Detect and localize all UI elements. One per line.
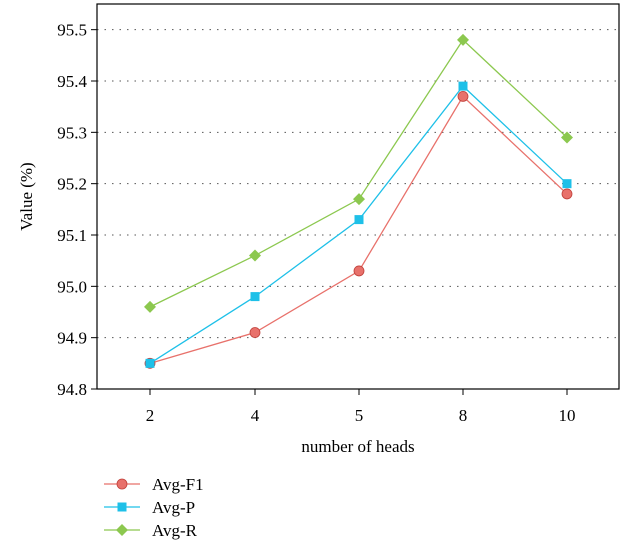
legend-label: Avg-P	[152, 498, 195, 517]
y-tick-label: 94.9	[57, 329, 87, 348]
y-tick-label: 95.3	[57, 123, 87, 142]
x-tick-label: 2	[146, 406, 155, 425]
legend-item: Avg-F1	[104, 475, 204, 494]
x-axis: 2 4 5 8 10	[146, 389, 576, 425]
data-point	[457, 91, 469, 102]
series-avg-r	[144, 33, 573, 313]
x-tick-label: 8	[459, 406, 468, 425]
legend-marker	[117, 502, 127, 512]
y-tick-label: 95.2	[57, 175, 87, 194]
series-avg-f1	[144, 91, 573, 369]
legend-label: Avg-F1	[152, 475, 204, 494]
series-layer	[144, 33, 573, 369]
series-line	[149, 85, 568, 364]
legend-item: Avg-P	[104, 498, 195, 517]
data-point	[562, 179, 572, 189]
data-point	[353, 265, 365, 277]
legend-item: Avg-R	[104, 521, 198, 540]
series-avg-p	[145, 81, 572, 368]
data-point	[353, 193, 365, 206]
y-tick-label: 95.1	[57, 226, 87, 245]
data-point	[458, 81, 468, 91]
x-tick-label: 5	[355, 406, 364, 425]
x-tick-label: 4	[251, 406, 260, 425]
data-point	[561, 131, 573, 144]
data-point	[249, 327, 261, 338]
data-point	[145, 358, 155, 368]
y-tick-label: 94.8	[57, 380, 87, 399]
y-tick-label: 95.0	[57, 277, 87, 296]
data-point	[249, 249, 261, 262]
x-tick-label: 10	[559, 406, 576, 425]
legend-marker	[116, 478, 128, 490]
y-axis-title: Value (%)	[17, 162, 36, 230]
y-tick-label: 95.4	[57, 72, 87, 91]
legend-label: Avg-R	[152, 521, 198, 540]
y-tick-label: 95.5	[57, 21, 87, 40]
data-point	[457, 33, 469, 46]
x-axis-title: number of heads	[301, 437, 414, 456]
gridlines	[97, 29, 619, 339]
y-axis: 94.8 94.9 95.0 95.1 95.2 95.3 95.4 95.5	[57, 21, 97, 399]
data-point	[250, 292, 260, 302]
data-point	[354, 215, 364, 225]
data-point	[144, 300, 156, 313]
plot-frame	[96, 3, 620, 390]
data-point	[561, 188, 573, 200]
legend: Avg-F1 Avg-P Avg-R	[104, 475, 204, 540]
legend-marker	[116, 524, 128, 536]
